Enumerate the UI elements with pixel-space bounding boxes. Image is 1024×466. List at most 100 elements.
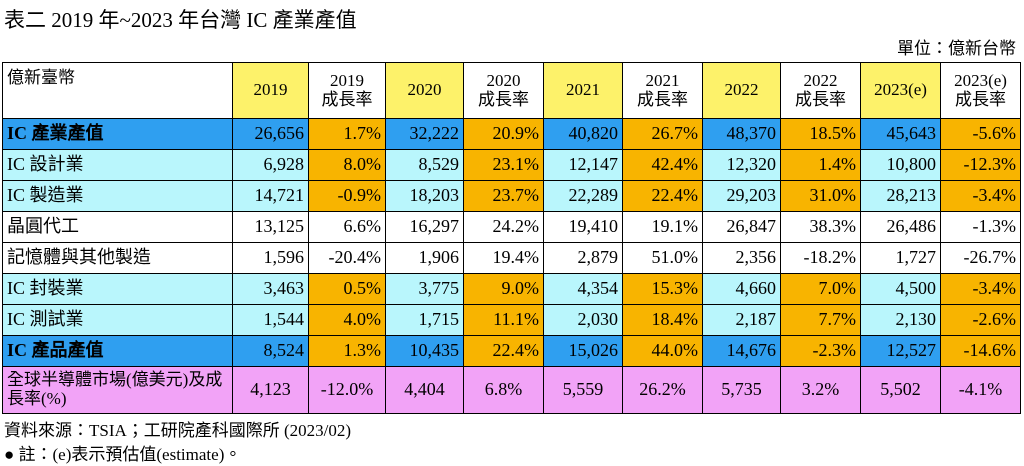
table-cell: 7.7% <box>780 304 861 336</box>
table-cell: 23.7% <box>463 180 544 212</box>
table-cell: -12.0% <box>308 366 386 414</box>
header-line: 億新臺幣 <box>7 68 75 87</box>
header-line: 2020 <box>486 70 521 90</box>
table-cell: 1,596 <box>232 242 309 274</box>
table-head: 億新臺幣 2019 2019 成長率 2020 2020 成長率 2021 2021 成長率 202… <box>2 62 1021 119</box>
header-line: 2023(e) <box>874 80 927 100</box>
table-row: IC 製造業 14,721 -0.9% 18,203 23.7% 22,289 22.4% 2… <box>2 180 1021 212</box>
table-cell: -12.3% <box>940 149 1021 181</box>
table-row: IC 封裝業 3,463 0.5% 3,775 9.0% 4,354 15.3% 4,660 7… <box>2 273 1021 305</box>
table-cell: 19.1% <box>622 211 703 243</box>
table-row: 晶圓代工 13,125 6.6% 16,297 24.2% 19,410 19.1% 26,8… <box>2 211 1021 243</box>
table-cell: 1,906 <box>385 242 464 274</box>
table-cell: 0.5% <box>308 273 386 305</box>
header-line: 2019 <box>330 70 364 90</box>
table-cell: 29,203 <box>702 180 781 212</box>
column-header: 2019 成長率 <box>308 62 386 119</box>
table-cell: 2,879 <box>543 242 623 274</box>
table-cell: 26.7% <box>622 118 703 150</box>
row-label: 全球半導體市場(億美元)及成長率(%) <box>2 366 233 414</box>
column-header: 2020 成長率 <box>463 62 544 119</box>
header-line: 成長率 <box>478 89 529 109</box>
table-cell: 9.0% <box>463 273 544 305</box>
table-cell: 11.1% <box>463 304 544 336</box>
table-cell: 12,527 <box>860 335 941 367</box>
table-cell: 2,356 <box>702 242 781 274</box>
table-title: 表二 2019 年~2023 年台灣 IC 產業產值 <box>4 8 357 32</box>
header-line: 成長率 <box>321 89 373 109</box>
table-cell: -14.6% <box>940 335 1021 367</box>
table-cell: 5,559 <box>543 366 623 414</box>
table-cell: 4,404 <box>385 366 464 414</box>
column-header: 億新臺幣 <box>2 62 233 119</box>
table-cell: 19.4% <box>463 242 544 274</box>
table-cell: 15,026 <box>543 335 623 367</box>
row-label: IC 產業產值 <box>2 118 233 150</box>
table-cell: -3.4% <box>940 180 1021 212</box>
table-cell: 18.4% <box>622 304 703 336</box>
table-cell: 26.2% <box>622 366 703 414</box>
table-cell: -20.4% <box>308 242 386 274</box>
table-cell: 10,435 <box>385 335 464 367</box>
table-row: IC 產業產值 26,656 1.7% 32,222 20.9% 40,820 26.7% 4… <box>2 118 1021 150</box>
table-cell: -18.2% <box>780 242 861 274</box>
column-header: 2023(e) 成長率 <box>940 62 1021 119</box>
table-body: IC 產業產值 26,656 1.7% 32,222 20.9% 40,820 26.7% 4… <box>2 118 1021 414</box>
table-cell: 1.4% <box>780 149 861 181</box>
column-header: 2023(e) <box>860 62 941 119</box>
table-cell: -0.9% <box>308 180 386 212</box>
table-cell: 26,656 <box>232 118 309 150</box>
row-label: 晶圓代工 <box>2 211 233 243</box>
table-cell: 2,030 <box>543 304 623 336</box>
table-cell: -3.4% <box>940 273 1021 305</box>
table-cell: 1.7% <box>308 118 386 150</box>
table-cell: 1,727 <box>860 242 941 274</box>
table-cell: -1.3% <box>940 211 1021 243</box>
table-cell: 40,820 <box>543 118 623 150</box>
table-cell: 8,529 <box>385 149 464 181</box>
table-cell: 22,289 <box>543 180 623 212</box>
table-cell: 14,676 <box>702 335 781 367</box>
table-cell: 10,800 <box>860 149 941 181</box>
row-label: IC 測試業 <box>2 304 233 336</box>
row-label: IC 製造業 <box>2 180 233 212</box>
table-cell: 1,544 <box>232 304 309 336</box>
column-header: 2021 成長率 <box>622 62 703 119</box>
table-cell: 24.2% <box>463 211 544 243</box>
table-cell: 3,775 <box>385 273 464 305</box>
table-cell: 22.4% <box>463 335 544 367</box>
table-cell: 7.0% <box>780 273 861 305</box>
table-cell: -2.6% <box>940 304 1021 336</box>
table-cell: 6.8% <box>463 366 544 414</box>
header-line: 2021 <box>566 80 600 100</box>
header-line: 2023(e) <box>954 70 1007 90</box>
table-cell: 15.3% <box>622 273 703 305</box>
source-note: 資料來源：TSIA；工研院產科國際所 (2023/02) <box>4 421 352 440</box>
column-header: 2020 <box>385 62 464 119</box>
table-row: 全球半導體市場(億美元)及成長率(%) 4,123 -12.0% 4,404 6.8% 5… <box>2 366 1021 414</box>
table-cell: 8.0% <box>308 149 386 181</box>
table-cell: 4,123 <box>232 366 309 414</box>
table-cell: 6.6% <box>308 211 386 243</box>
table-cell: 28,213 <box>860 180 941 212</box>
footnote: ● 註：(e)表示預估值(estimate)。 <box>4 445 242 464</box>
unit-note: 單位：億新台幣 <box>897 39 1016 58</box>
table-cell: 51.0% <box>622 242 703 274</box>
table-cell: 4.0% <box>308 304 386 336</box>
table-cell: 5,735 <box>702 366 781 414</box>
table-cell: 12,320 <box>702 149 781 181</box>
table-row: IC 測試業 1,544 4.0% 1,715 11.1% 2,030 18.4% 2,187… <box>2 304 1021 336</box>
data-table: 億新臺幣 2019 2019 成長率 2020 2020 成長率 2021 2021 成長率 202… <box>2 62 1021 414</box>
table-cell: 6,928 <box>232 149 309 181</box>
table-cell: 2,187 <box>702 304 781 336</box>
header-line: 成長率 <box>955 89 1006 109</box>
table-cell: 5,502 <box>860 366 941 414</box>
table-cell: -2.3% <box>780 335 861 367</box>
table-cell: 1,715 <box>385 304 464 336</box>
header-line: 2020 <box>407 80 442 100</box>
table-cell: -4.1% <box>940 366 1021 414</box>
table-cell: 26,486 <box>860 211 941 243</box>
table-cell: 31.0% <box>780 180 861 212</box>
